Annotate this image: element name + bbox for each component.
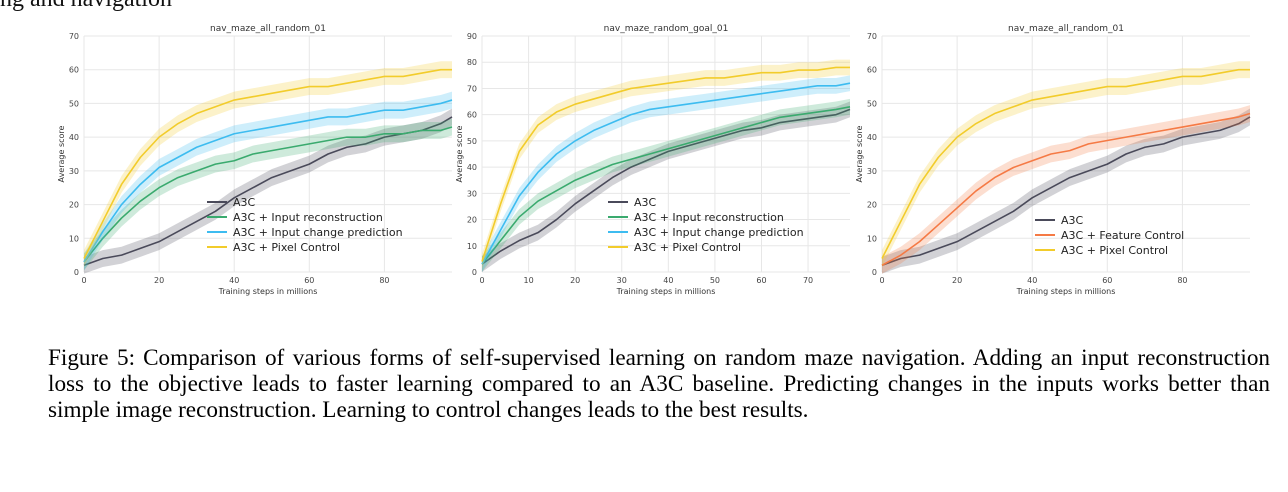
- series-line-a3c-pixel-control: [83, 68, 452, 259]
- y-tick-label: 70: [69, 32, 79, 41]
- y-tick-label: 40: [467, 163, 477, 172]
- top-cropped-text-line: ng and navigation: [0, 0, 172, 13]
- legend-label-a3c: A3C: [233, 196, 256, 209]
- x-tick-label: 60: [1102, 276, 1112, 285]
- y-tick-label: 40: [69, 133, 79, 142]
- y-tick-label: 30: [867, 167, 877, 176]
- y-axis-label: Average score: [455, 125, 464, 182]
- legend-label-a3c: A3C: [1061, 214, 1084, 227]
- chart-3: nav_maze_all_random_01 0 20 40 60 80 0 10 20 30 40…: [855, 24, 1251, 296]
- series-line-a3c: [481, 108, 851, 265]
- y-tick-label: 20: [467, 216, 477, 225]
- series-band-a3c-pixel-control: [882, 61, 1250, 267]
- series-line-a3c-input-change-prediction: [481, 82, 851, 265]
- legend-label-a3c: A3C: [634, 196, 657, 209]
- x-tick-label: 0: [879, 276, 884, 285]
- y-tick-label: 50: [467, 137, 477, 146]
- series-line-a3c-input-reconstruction: [481, 106, 851, 265]
- y-tick-label: 70: [867, 32, 877, 41]
- legend: A3C A3C + Feature Control A3C + Pixel Cont…: [1035, 214, 1184, 257]
- series-band-a3c-input-reconstruction: [482, 98, 850, 272]
- legend-label-a3c-pixel-control: A3C + Pixel Control: [1061, 244, 1168, 257]
- chart-title: nav_maze_random_goal_01: [604, 24, 729, 34]
- y-tick-label: 50: [867, 99, 877, 108]
- chart-svg-1: nav_maze_all_random_01 0 20 40 60 80 0 10 20 30 40…: [57, 24, 453, 296]
- chart-svg-3: nav_maze_all_random_01 0 20 40 60 80 0 10 20 30 40…: [855, 24, 1251, 296]
- legend-label-a3c-input-change-prediction: A3C + Input change prediction: [233, 226, 403, 239]
- chart-title: nav_maze_all_random_01: [1008, 24, 1124, 34]
- series-line-a3c-input-change-prediction: [83, 99, 453, 263]
- series-line-a3c: [881, 116, 1251, 267]
- x-tick-label: 0: [81, 276, 86, 285]
- x-tick-label: 10: [523, 276, 533, 285]
- legend-label-a3c-pixel-control: A3C + Pixel Control: [233, 241, 340, 254]
- series-line-a3c-pixel-control: [881, 68, 1250, 259]
- legend-label-a3c-input-reconstruction: A3C + Input reconstruction: [634, 211, 784, 224]
- chart-panel-all-random-feature-control: nav_maze_all_random_01 0 20 40 60 80 0 10 20 30 40…: [840, 18, 1270, 318]
- x-tick-label: 30: [617, 276, 627, 285]
- chart-panel-all-random-a3c-variants: nav_maze_all_random_01 0 20 40 60 80 0 10 20 30 40…: [42, 18, 472, 318]
- y-tick-label: 60: [467, 111, 477, 120]
- x-tick-label: 60: [756, 276, 766, 285]
- x-axis-label: Training steps in millions: [1016, 287, 1116, 296]
- series-band-a3c-input-change-prediction: [482, 75, 850, 272]
- x-axis-label: Training steps in millions: [616, 287, 716, 296]
- x-axis-label: Training steps in millions: [218, 287, 318, 296]
- series-band-a3c-input-reconstruction: [84, 118, 452, 271]
- x-tick-label: 80: [1177, 276, 1187, 285]
- y-tick-label: 10: [467, 242, 477, 251]
- y-tick-label: 0: [872, 268, 877, 277]
- y-tick-label: 70: [467, 84, 477, 93]
- y-tick-label: 0: [74, 268, 79, 277]
- x-tick-label: 50: [710, 276, 720, 285]
- x-tick-label: 40: [229, 276, 239, 285]
- legend: A3C A3C + Input reconstruction A3C + Input…: [207, 196, 403, 254]
- y-tick-label: 10: [69, 234, 79, 243]
- figure-label: Figure 5:: [48, 345, 136, 371]
- y-tick-label: 0: [472, 268, 477, 277]
- legend: A3C A3C + Input reconstruction A3C + Input…: [608, 196, 804, 254]
- legend-label-a3c-pixel-control: A3C + Pixel Control: [634, 241, 741, 254]
- x-tick-label: 40: [1027, 276, 1037, 285]
- chart-2: nav_maze_random_goal_01 0 10 20 30 40 50 60 70 0 1…: [455, 24, 851, 296]
- chart-1: nav_maze_all_random_01 0 20 40 60 80 0 10 20 30 40…: [57, 24, 453, 296]
- x-tick-label: 20: [154, 276, 164, 285]
- series-line-a3c-input-reconstruction: [83, 126, 453, 263]
- top-cropped-text: ng and navigation: [0, 0, 1288, 18]
- x-tick-label: 70: [803, 276, 813, 285]
- chart-panel-random-goal: nav_maze_random_goal_01 0 10 20 30 40 50 60 70 0 1…: [440, 18, 870, 318]
- y-tick-label: 60: [69, 66, 79, 75]
- figure-caption: Figure 5: Comparison of various forms of …: [48, 345, 1270, 423]
- series-band-a3c-pixel-control: [482, 59, 850, 270]
- legend-label-a3c-input-change-prediction: A3C + Input change prediction: [634, 226, 804, 239]
- y-tick-label: 40: [867, 133, 877, 142]
- y-tick-label: 90: [467, 32, 477, 41]
- y-tick-label: 80: [467, 58, 477, 67]
- x-tick-label: 20: [952, 276, 962, 285]
- y-axis-label: Average score: [57, 125, 66, 182]
- y-tick-label: 20: [867, 201, 877, 210]
- y-tick-label: 10: [867, 234, 877, 243]
- x-tick-label: 80: [379, 276, 389, 285]
- series-line-a3c-pixel-control: [481, 66, 850, 262]
- series-line-a3c-feature-control: [881, 112, 1251, 266]
- y-tick-label: 20: [69, 201, 79, 210]
- series-band-a3c-pixel-control: [84, 61, 452, 267]
- y-tick-label: 50: [69, 99, 79, 108]
- series-line-a3c: [83, 116, 453, 267]
- y-tick-label: 30: [69, 167, 79, 176]
- x-tick-label: 20: [570, 276, 580, 285]
- figure-caption-text: Comparison of various forms of self-supe…: [48, 345, 1271, 423]
- legend-label-a3c-input-reconstruction: A3C + Input reconstruction: [233, 211, 383, 224]
- x-tick-label: 40: [663, 276, 673, 285]
- y-axis-label: Average score: [855, 125, 864, 182]
- chart-svg-2: nav_maze_random_goal_01 0 10 20 30 40 50 60 70 0 1…: [455, 24, 851, 296]
- x-tick-label: 0: [479, 276, 484, 285]
- chart-title: nav_maze_all_random_01: [210, 24, 326, 34]
- legend-label-a3c-feature-control: A3C + Feature Control: [1061, 229, 1184, 242]
- x-tick-label: 60: [304, 276, 314, 285]
- y-tick-label: 30: [467, 189, 477, 198]
- y-tick-label: 60: [867, 66, 877, 75]
